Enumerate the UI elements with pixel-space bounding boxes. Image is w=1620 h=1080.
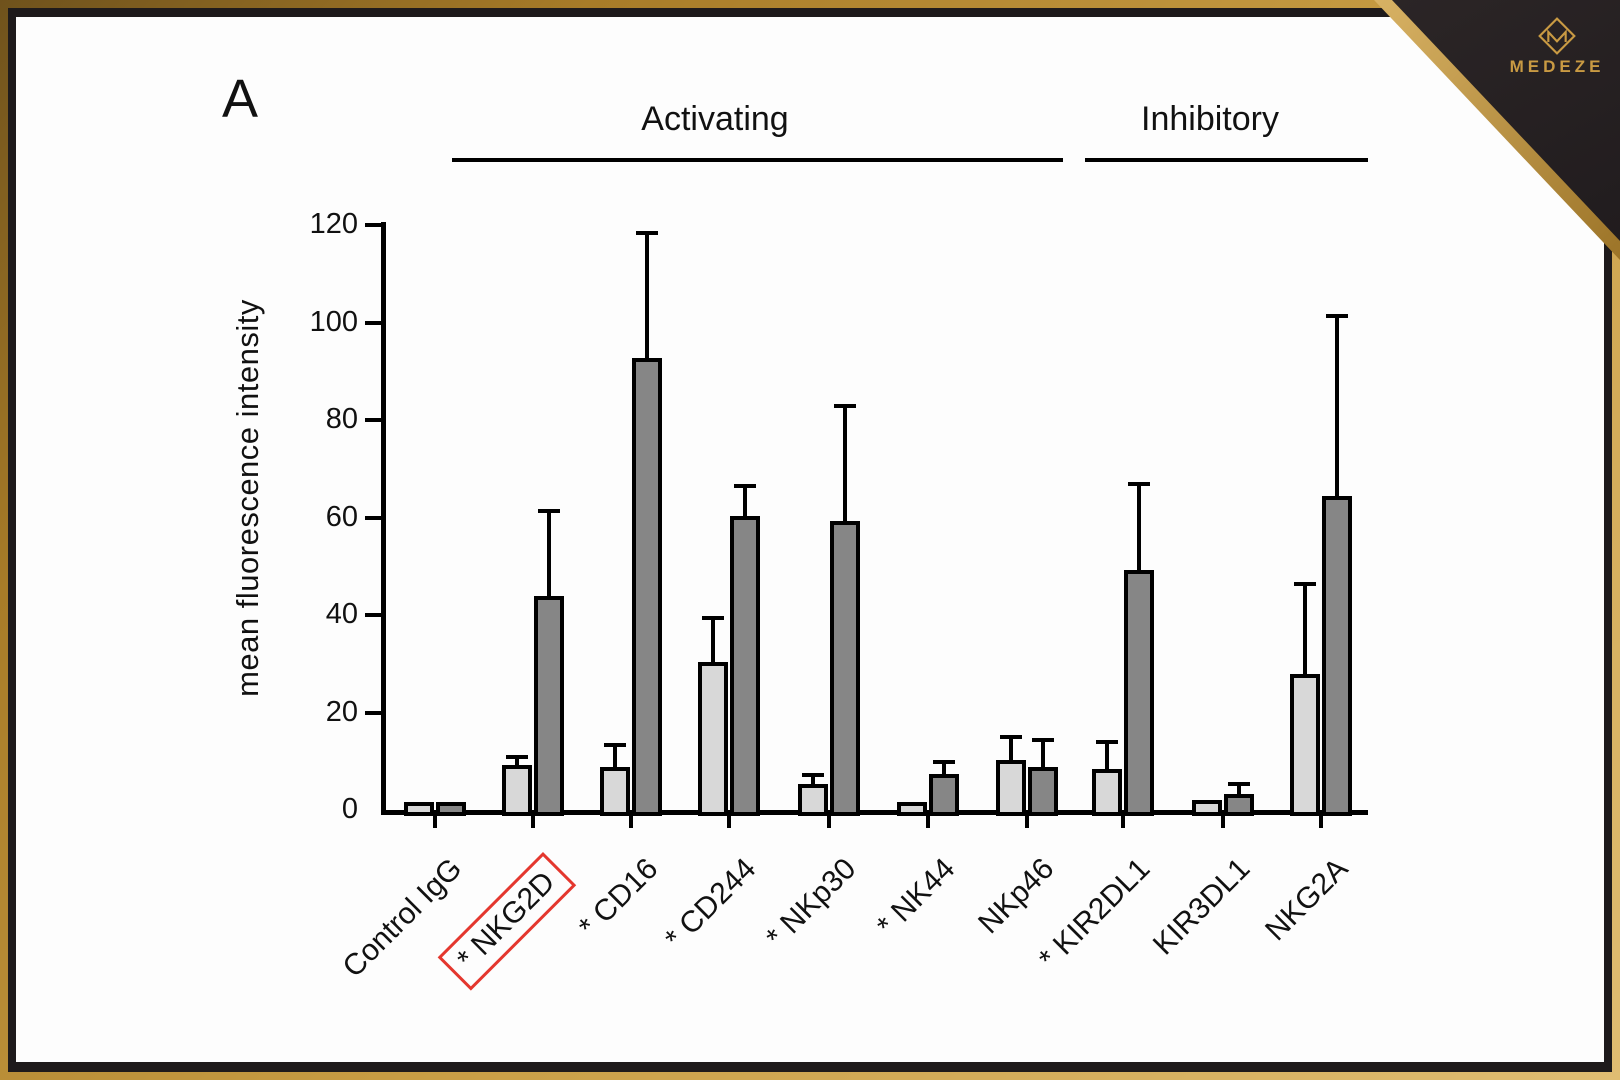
error-bar-cap	[538, 508, 560, 513]
y-axis-tick-label: 0	[341, 793, 358, 825]
bar-dark-gray-bars	[730, 515, 760, 816]
x-axis-tick	[727, 815, 731, 828]
error-bar-line	[1303, 581, 1307, 695]
bar-dark-gray-bars	[632, 357, 662, 816]
x-axis-tick	[1121, 815, 1125, 828]
error-bar-line	[613, 742, 617, 787]
error-bar-cap	[1128, 481, 1150, 486]
x-axis-tick	[827, 815, 831, 828]
bar-dark-gray-bars	[830, 520, 860, 816]
error-bar-line	[645, 230, 649, 378]
x-axis-label: * NKp30	[655, 852, 862, 1059]
x-axis-label: NKG2A	[1147, 852, 1354, 1059]
error-bar-line	[1335, 313, 1339, 517]
x-axis-label-text: NKp46	[972, 852, 1061, 941]
bar-light-gray-bars	[798, 784, 828, 816]
bar-light-gray-bars	[502, 764, 532, 816]
y-axis-tick	[365, 320, 381, 325]
y-axis-tick-label: 40	[325, 598, 358, 630]
error-bar-cap	[702, 615, 724, 620]
error-bar-line	[1041, 737, 1045, 787]
error-bar-line	[1009, 735, 1013, 780]
error-bar-cap	[734, 484, 756, 489]
bar-dark-gray-bars	[1224, 793, 1254, 816]
y-axis-tick-label: 20	[325, 695, 358, 728]
x-axis-label: KIR3DL1	[1049, 852, 1256, 1059]
y-axis-tick-label: 60	[325, 500, 358, 533]
error-bar-cap	[1096, 740, 1118, 745]
x-axis-tick	[1319, 815, 1323, 828]
x-axis-tick	[433, 815, 437, 828]
error-bar-cap	[834, 403, 856, 408]
error-bar-line	[547, 508, 551, 617]
y-axis-tick-label: 80	[325, 403, 358, 435]
x-axis-tick	[926, 815, 930, 828]
bar-dark-gray-bars	[929, 774, 959, 816]
x-axis-label-text: * NK44	[870, 852, 962, 943]
y-axis-tick	[365, 613, 381, 617]
bar-dark-gray-bars	[1028, 767, 1058, 816]
bar-dark-gray-bars	[1322, 496, 1352, 816]
x-axis-label-text: * CD16	[572, 852, 665, 944]
error-bar-cap	[506, 754, 528, 759]
error-bar-cap	[1294, 581, 1316, 586]
y-axis-tick-label: 120	[309, 208, 358, 240]
y-axis-tick	[365, 418, 381, 422]
x-axis-tick	[629, 815, 633, 828]
x-axis-line	[381, 810, 1368, 815]
y-axis-tick	[365, 223, 381, 227]
activating-underline	[452, 158, 1063, 162]
y-axis-tick-label: 100	[309, 305, 358, 338]
group-header-activating: Activating	[641, 100, 789, 138]
bar-dark-gray-bars	[1124, 569, 1154, 816]
x-axis-label: * KIR2DL1	[949, 852, 1157, 1059]
bar-light-gray-bars	[1290, 674, 1320, 816]
x-axis-tick	[1221, 815, 1225, 828]
error-bar-cap	[1326, 313, 1348, 318]
y-axis-title: mean fluorescence intensity	[230, 299, 265, 697]
bar-light-gray-bars	[1092, 769, 1122, 816]
error-bar-line	[843, 403, 847, 541]
error-bar-cap	[636, 230, 658, 235]
error-bar-line	[1137, 481, 1141, 590]
x-axis-label-text: * CD244	[658, 852, 763, 956]
y-axis-tick	[365, 710, 381, 715]
error-bar-cap	[1032, 737, 1054, 742]
y-axis-tick	[365, 515, 381, 520]
x-axis-label-text: NKG2A	[1259, 852, 1355, 948]
error-bar-cap	[1000, 735, 1022, 740]
x-axis-label: * CD244	[555, 852, 763, 1059]
y-axis-line	[381, 222, 386, 815]
error-bar-line	[711, 615, 715, 683]
bar-light-gray-bars	[996, 759, 1026, 816]
bar-light-gray-bars	[600, 767, 630, 816]
error-bar-line	[743, 484, 747, 536]
x-axis-label: Control IgG	[261, 852, 469, 1059]
bar-dark-gray-bars	[534, 596, 564, 816]
group-header-inhibitory: Inhibitory	[1141, 100, 1279, 138]
bar-light-gray-bars	[1192, 800, 1222, 816]
error-bar-cap	[1228, 781, 1250, 786]
bar-light-gray-bars	[698, 662, 728, 816]
error-bar-cap	[604, 742, 626, 747]
bar-light-gray-bars	[404, 802, 434, 816]
panel-label: A	[222, 69, 259, 129]
error-bar-cap	[933, 759, 955, 764]
x-axis-tick	[1025, 815, 1029, 828]
x-axis-label: * NK44	[754, 852, 962, 1059]
error-bar-line	[1105, 740, 1109, 790]
bar-dark-gray-bars	[436, 802, 466, 816]
error-bar-cap	[802, 773, 824, 778]
inhibitory-underline	[1085, 158, 1368, 162]
x-axis-tick	[531, 815, 535, 828]
x-axis-label-text: * NKp30	[759, 852, 863, 955]
bar-light-gray-bars	[897, 802, 927, 816]
